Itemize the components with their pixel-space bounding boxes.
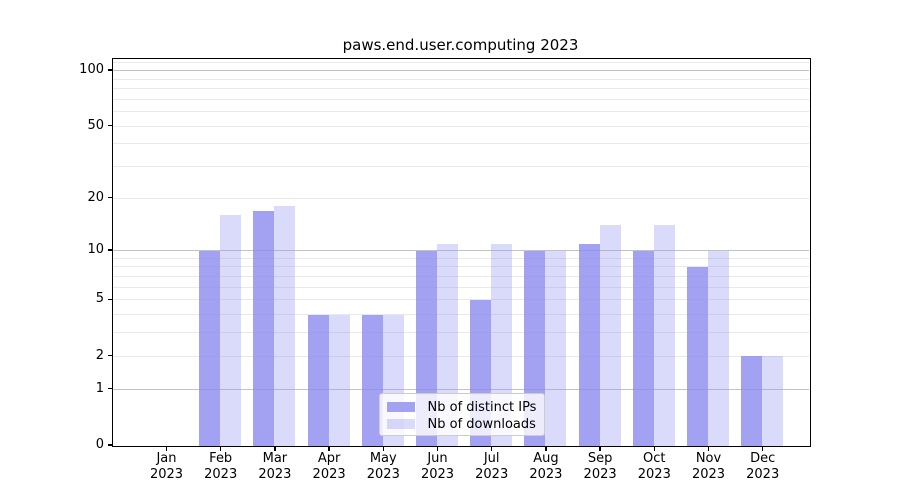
chart-title: paws.end.user.computing 2023 (342, 36, 579, 54)
grid-line-major (112, 69, 809, 72)
x-tick-label: Jan 2023 (149, 451, 184, 482)
x-tick (761, 446, 764, 451)
y-tick-label: 2 (95, 347, 104, 363)
x-tick (599, 446, 601, 451)
x-tick-label: Sep 2023 (583, 451, 617, 482)
grid-line-minor (112, 98, 809, 100)
bar-downloads (545, 250, 567, 446)
y-tick (108, 444, 112, 446)
grid-line-minor (112, 257, 809, 259)
x-tick (545, 446, 547, 451)
grid-line-minor (112, 197, 809, 199)
y-tick-label: 10 (87, 242, 104, 258)
x-tick (219, 446, 222, 451)
y-tick (108, 196, 112, 199)
y-tick (108, 124, 112, 127)
bar-distinct-ips (307, 314, 329, 446)
x-tick (274, 446, 276, 451)
x-tick-label: Jul 2023 (475, 451, 509, 482)
bar-distinct-ips (199, 250, 221, 446)
bar-downloads (220, 215, 242, 446)
x-tick (653, 446, 656, 451)
y-tick (108, 387, 112, 390)
y-tick (108, 69, 112, 71)
y-tick-label: 1 (95, 380, 104, 396)
x-tick-label: Nov 2023 (691, 451, 726, 482)
legend-label-downloads: Nb of downloads (427, 416, 536, 432)
legend: Nb of distinct IPs Nb of downloads (378, 392, 545, 436)
grid-line-minor (112, 299, 809, 301)
legend-item-distinct-ips: Nb of distinct IPs (386, 399, 537, 416)
y-tick-label: 20 (87, 189, 104, 205)
grid-line-minor (112, 87, 809, 89)
x-tick (165, 446, 168, 451)
grid-line-minor (112, 125, 809, 127)
y-tick (108, 298, 112, 301)
bar-downloads (653, 225, 675, 446)
x-tick-label: Oct 2023 (637, 451, 671, 482)
grid-line-minor (112, 286, 809, 288)
y-tick-label: 0 (95, 437, 104, 452)
bar-downloads (599, 225, 621, 446)
bar-downloads (274, 206, 296, 446)
bar-distinct-ips (578, 243, 600, 446)
y-tick-label: 100 (79, 62, 104, 77)
x-tick (382, 446, 385, 451)
grid-line-minor (112, 314, 809, 316)
grid-line-major (112, 388, 809, 390)
grid-line-minor (112, 276, 809, 278)
grid-line-minor (112, 355, 809, 357)
bar-downloads (328, 314, 350, 446)
x-tick (707, 446, 710, 451)
legend-swatch-distinct-ips (386, 402, 415, 412)
bar-distinct-ips (687, 266, 708, 446)
bar-distinct-ips (253, 210, 275, 446)
grid-line-minor (112, 266, 809, 268)
grid-line-minor (112, 332, 809, 334)
y-tick (108, 354, 112, 357)
grid-line-minor (112, 62, 809, 64)
legend-label-distinct-ips: Nb of distinct IPs (427, 399, 537, 415)
y-tick-label: 50 (87, 117, 104, 133)
grid-line-major (112, 250, 809, 252)
bar-distinct-ips (741, 356, 763, 446)
x-tick (490, 446, 493, 451)
x-tick-label: Jun 2023 (420, 451, 455, 482)
bar-downloads (708, 250, 729, 446)
y-tick-label: 5 (95, 291, 104, 307)
x-tick (436, 446, 439, 451)
bar-downloads (762, 356, 784, 446)
x-tick-label: Aug 2023 (529, 451, 563, 482)
bar-distinct-ips (361, 314, 383, 446)
y-tick (108, 249, 112, 251)
x-tick (328, 446, 330, 451)
x-tick-label: Apr 2023 (312, 451, 346, 482)
x-tick-label: Feb 2023 (204, 451, 238, 482)
grid-line-minor (112, 111, 809, 112)
bar-distinct-ips (632, 250, 654, 446)
legend-swatch-downloads (386, 419, 415, 429)
x-tick-label: Dec 2023 (746, 451, 780, 482)
plot-area: Nb of distinct IPs Nb of downloads (111, 57, 811, 447)
x-tick-label: Mar 2023 (258, 451, 292, 482)
grid-line-minor (112, 165, 809, 167)
grid-line-minor (112, 78, 809, 80)
legend-item-downloads: Nb of downloads (386, 416, 536, 433)
grid-line-minor (112, 143, 809, 145)
x-tick-label: May 2023 (366, 451, 400, 482)
